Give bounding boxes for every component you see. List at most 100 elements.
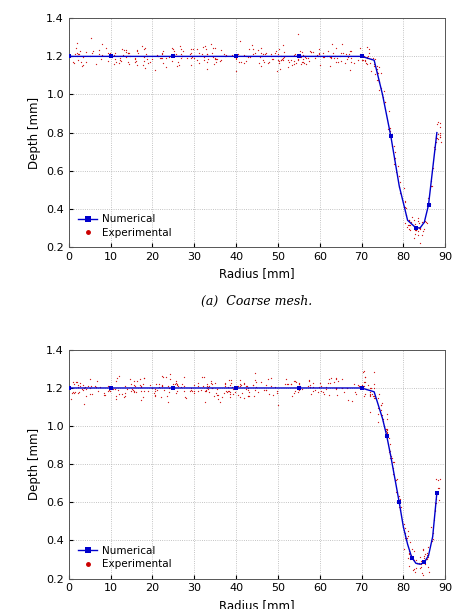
Point bbox=[141, 373, 148, 382]
Point bbox=[404, 554, 412, 563]
Point bbox=[133, 46, 140, 55]
Point bbox=[268, 373, 275, 383]
Point bbox=[137, 387, 145, 396]
Point bbox=[274, 55, 281, 65]
Point bbox=[370, 392, 377, 401]
Point bbox=[426, 199, 433, 209]
Point bbox=[154, 52, 162, 62]
Point bbox=[222, 51, 230, 60]
Point bbox=[254, 387, 262, 396]
Point bbox=[358, 380, 366, 390]
Point bbox=[226, 392, 234, 401]
Point bbox=[244, 391, 252, 401]
Point bbox=[211, 43, 218, 52]
Point bbox=[423, 547, 430, 557]
Point bbox=[437, 130, 444, 140]
Point bbox=[434, 475, 442, 485]
Point bbox=[383, 425, 390, 435]
Point bbox=[431, 142, 438, 152]
Point bbox=[305, 381, 312, 391]
Point bbox=[251, 375, 258, 384]
Point bbox=[284, 379, 291, 389]
Point bbox=[338, 384, 346, 393]
Point bbox=[429, 181, 436, 191]
Point bbox=[249, 49, 256, 58]
Point bbox=[406, 224, 413, 234]
Point bbox=[125, 59, 132, 69]
Point bbox=[208, 384, 216, 393]
Point bbox=[128, 384, 135, 394]
Point bbox=[155, 379, 162, 389]
Point bbox=[332, 43, 339, 53]
Point bbox=[106, 48, 114, 58]
Point bbox=[174, 381, 181, 390]
Point bbox=[302, 59, 310, 69]
Point bbox=[124, 48, 132, 58]
Point bbox=[243, 381, 251, 391]
Point bbox=[380, 86, 387, 96]
Point bbox=[187, 49, 195, 58]
Point bbox=[114, 385, 122, 395]
Point bbox=[180, 387, 188, 396]
Point bbox=[119, 390, 126, 400]
Point bbox=[382, 426, 390, 435]
Point bbox=[158, 392, 165, 402]
Point bbox=[112, 48, 119, 58]
Point bbox=[82, 382, 89, 392]
Point bbox=[332, 57, 339, 66]
Point bbox=[177, 49, 185, 59]
Point bbox=[380, 414, 387, 424]
Point bbox=[291, 50, 298, 60]
Point bbox=[226, 390, 233, 400]
Point bbox=[72, 43, 79, 53]
Point bbox=[416, 552, 424, 562]
Legend: Numerical, Experimental: Numerical, Experimental bbox=[74, 542, 176, 573]
Point bbox=[415, 219, 423, 228]
Point bbox=[86, 51, 93, 61]
Point bbox=[333, 54, 341, 63]
Point bbox=[309, 382, 317, 392]
Point bbox=[177, 54, 184, 63]
Point bbox=[79, 385, 86, 395]
Point bbox=[316, 48, 323, 58]
Point bbox=[410, 233, 418, 243]
Point bbox=[214, 393, 221, 403]
Point bbox=[330, 53, 337, 63]
Point bbox=[381, 97, 388, 107]
Point bbox=[390, 153, 397, 163]
Point bbox=[88, 33, 95, 43]
Point bbox=[207, 378, 215, 388]
Point bbox=[362, 389, 369, 399]
Point bbox=[383, 428, 391, 437]
Point bbox=[277, 65, 284, 74]
Point bbox=[375, 68, 382, 78]
Point bbox=[373, 68, 381, 77]
Text: (a)  Coarse mesh.: (a) Coarse mesh. bbox=[202, 295, 313, 308]
Point bbox=[127, 51, 134, 61]
Point bbox=[423, 218, 430, 228]
Point bbox=[141, 43, 149, 53]
Point bbox=[105, 385, 112, 395]
Point bbox=[385, 106, 392, 116]
Point bbox=[87, 383, 94, 393]
Point bbox=[236, 375, 243, 385]
Point bbox=[224, 382, 232, 392]
Point bbox=[422, 560, 429, 569]
Point bbox=[425, 568, 432, 577]
Point bbox=[254, 46, 261, 55]
Point bbox=[342, 49, 349, 59]
Point bbox=[403, 533, 410, 543]
Point bbox=[366, 407, 374, 417]
Point bbox=[381, 97, 388, 107]
Point bbox=[306, 382, 313, 392]
Point bbox=[378, 400, 385, 410]
Point bbox=[203, 383, 211, 393]
Point bbox=[345, 52, 352, 62]
Point bbox=[70, 58, 77, 68]
Point bbox=[298, 60, 305, 69]
Point bbox=[370, 62, 377, 71]
Point bbox=[222, 51, 229, 61]
Point bbox=[309, 47, 317, 57]
Point bbox=[225, 387, 233, 396]
Point bbox=[431, 515, 438, 525]
